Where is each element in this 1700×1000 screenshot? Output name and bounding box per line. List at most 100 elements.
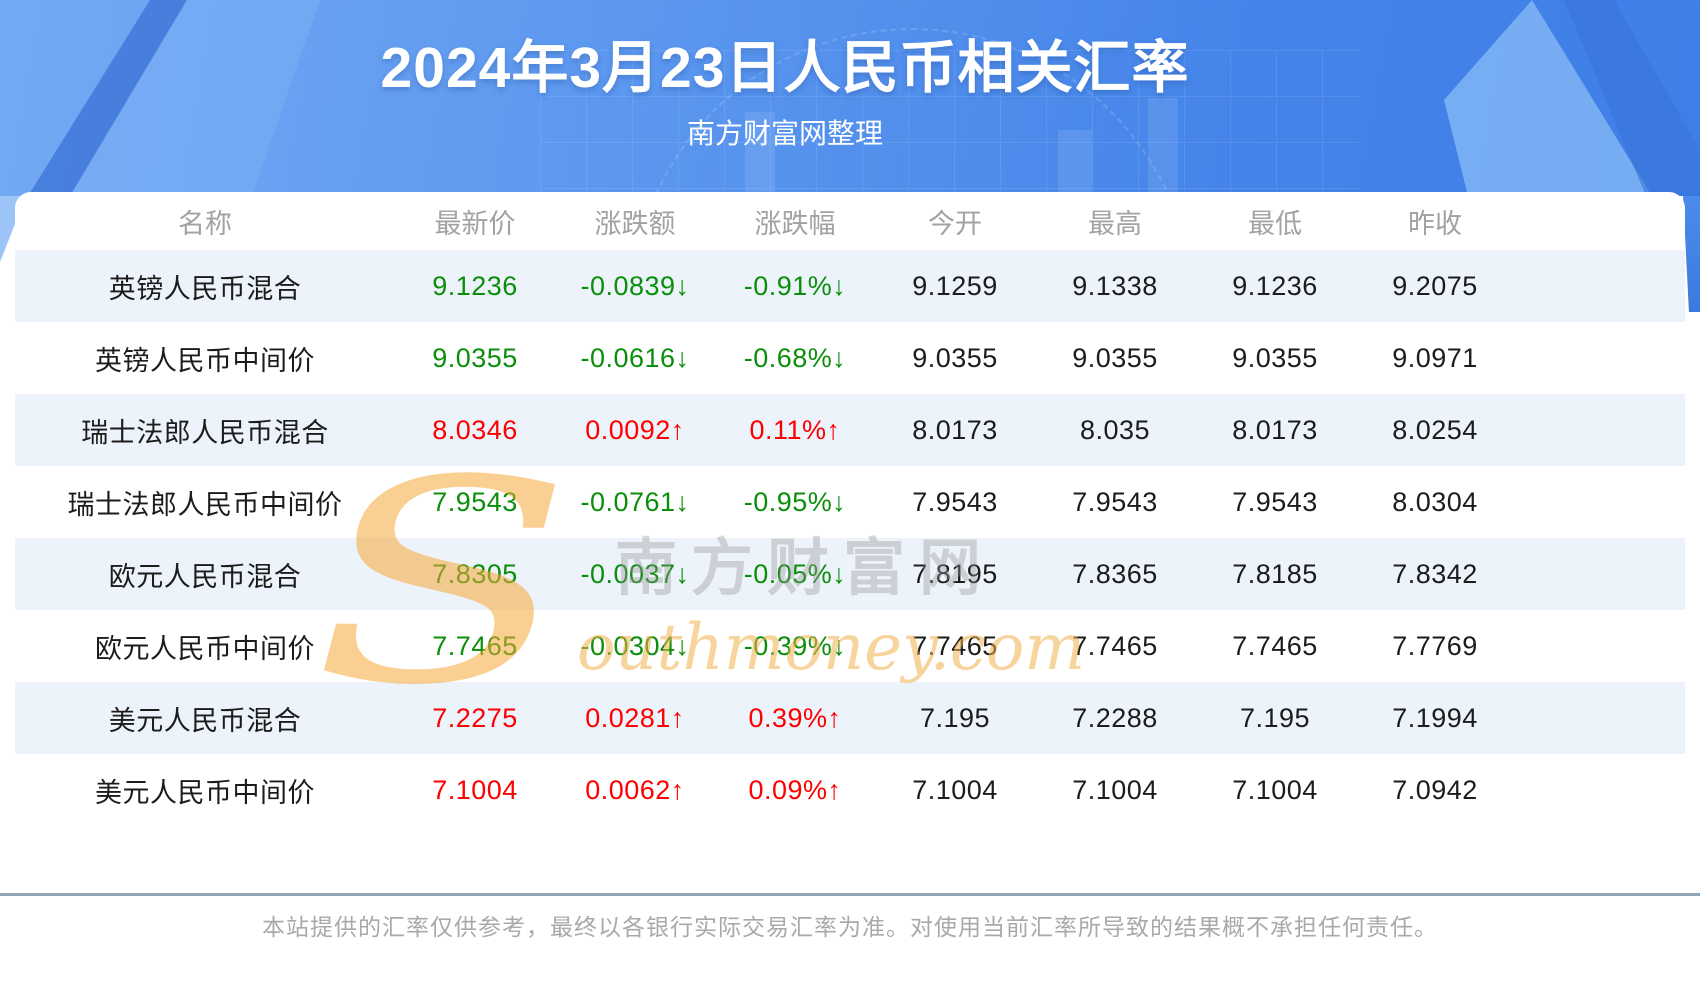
cell-low: 7.195: [1195, 682, 1355, 754]
col-header-change: 涨跌额: [594, 208, 676, 239]
col-header-filler: [1515, 192, 1685, 250]
cell-pct: 0.11%↑: [715, 394, 875, 466]
cell-high: 7.9543: [1072, 486, 1158, 517]
cell-filler: [1515, 610, 1685, 682]
col-header-open: 今开: [928, 208, 982, 239]
table-row: 瑞士法郎人民币中间价 7.9543 -0.0761↓ -0.95%↓ 7.954…: [15, 466, 1685, 538]
cell-open: 7.9543: [912, 486, 998, 517]
cell-filler: [1515, 754, 1685, 826]
cell-change: -0.0037↓: [555, 538, 715, 610]
cell-pct: -0.68%↓: [743, 342, 847, 373]
cell-name: 瑞士法郎人民币中间价: [67, 489, 343, 520]
table-row: 英镑人民币混合 9.1236 -0.0839↓ -0.91%↓ 9.1259 9…: [15, 250, 1685, 322]
col-header-latest: 最新价: [434, 208, 516, 239]
col-header-high: 最高: [1088, 208, 1142, 239]
exchange-rate-table: 名称 最新价 涨跌额 涨跌幅 今开 最高 最低 昨收 英镑人民币混合 9.123…: [15, 192, 1685, 826]
cell-high: 7.2288: [1035, 682, 1195, 754]
cell-high: 7.8365: [1035, 538, 1195, 610]
cell-pct: -0.91%↓: [715, 250, 875, 322]
cell-name: 美元人民币中间价: [95, 777, 315, 808]
col-header-low: 最低: [1248, 208, 1302, 239]
disclaimer-text: 本站提供的汇率仅供参考，最终以各银行实际交易汇率为准。对使用当前汇率所导致的结果…: [262, 914, 1438, 940]
cell-filler: [1515, 322, 1685, 394]
col-header-pct: 涨跌幅: [754, 208, 836, 239]
cell-latest: 7.2275: [395, 682, 555, 754]
cell-filler: [1515, 538, 1685, 610]
cell-latest: 9.0355: [432, 342, 518, 373]
cell-open: 7.1004: [912, 774, 998, 805]
cell-prev-close: 8.0304: [1392, 486, 1478, 517]
cell-latest: 7.9543: [432, 486, 518, 517]
cell-pct: -0.39%↓: [743, 630, 847, 661]
col-header-prev-close: 昨收: [1408, 208, 1462, 239]
cell-low: 7.9543: [1232, 486, 1318, 517]
cell-name: 英镑人民币混合: [15, 250, 395, 322]
cell-change: -0.0761↓: [580, 486, 690, 517]
cell-filler: [1515, 682, 1685, 754]
header-banner: 2024年3月23日人民币相关汇率 南方财富网整理: [0, 0, 1700, 196]
cell-high: 9.1338: [1035, 250, 1195, 322]
cell-change: -0.0616↓: [580, 342, 690, 373]
cell-name: 英镑人民币中间价: [95, 345, 315, 376]
table-header-row: 名称 最新价 涨跌额 涨跌幅 今开 最高 最低 昨收: [15, 192, 1685, 250]
cell-name: 欧元人民币混合: [15, 538, 395, 610]
cell-open: 7.7465: [912, 630, 998, 661]
cell-name: 瑞士法郎人民币混合: [15, 394, 395, 466]
table-row: 英镑人民币中间价 9.0355 -0.0616↓ -0.68%↓ 9.0355 …: [15, 322, 1685, 394]
rates-card: 名称 最新价 涨跌额 涨跌幅 今开 最高 最低 昨收 英镑人民币混合 9.123…: [15, 192, 1685, 894]
cell-latest: 7.8305: [395, 538, 555, 610]
cell-change: 0.0062↑: [585, 774, 685, 805]
cell-open: 7.195: [875, 682, 1035, 754]
table-row: 欧元人民币中间价 7.7465 -0.0304↓ -0.39%↓ 7.7465 …: [15, 610, 1685, 682]
cell-latest: 8.0346: [395, 394, 555, 466]
table-row: 欧元人民币混合 7.8305 -0.0037↓ -0.05%↓ 7.8195 7…: [15, 538, 1685, 610]
cell-pct: -0.95%↓: [743, 486, 847, 517]
cell-change: -0.0304↓: [580, 630, 690, 661]
cell-open: 7.8195: [875, 538, 1035, 610]
cell-prev-close: 7.7769: [1392, 630, 1478, 661]
cell-prev-close: 7.8342: [1355, 538, 1515, 610]
banner-bar-decoration: [1058, 130, 1092, 196]
cell-prev-close: 9.0971: [1392, 342, 1478, 373]
cell-open: 9.0355: [912, 342, 998, 373]
cell-prev-close: 9.2075: [1355, 250, 1515, 322]
cell-open: 9.1259: [875, 250, 1035, 322]
col-header-name: 名称: [178, 208, 232, 239]
cell-high: 7.1004: [1072, 774, 1158, 805]
cell-low: 7.8185: [1195, 538, 1355, 610]
cell-latest: 7.7465: [432, 630, 518, 661]
cell-change: -0.0839↓: [555, 250, 715, 322]
cell-name: 欧元人民币中间价: [95, 633, 315, 664]
cell-low: 8.0173: [1195, 394, 1355, 466]
table-row: 美元人民币混合 7.2275 0.0281↑ 0.39%↑ 7.195 7.22…: [15, 682, 1685, 754]
cell-low: 9.1236: [1195, 250, 1355, 322]
cell-high: 7.7465: [1072, 630, 1158, 661]
cell-filler: [1515, 466, 1685, 538]
cell-change: 0.0092↑: [555, 394, 715, 466]
table-row: 美元人民币中间价 7.1004 0.0062↑ 0.09%↑ 7.1004 7.…: [15, 754, 1685, 826]
cell-low: 7.1004: [1232, 774, 1318, 805]
cell-latest: 9.1236: [395, 250, 555, 322]
cell-high: 9.0355: [1072, 342, 1158, 373]
table-row: 瑞士法郎人民币混合 8.0346 0.0092↑ 0.11%↑ 8.0173 8…: [15, 394, 1685, 466]
cell-latest: 7.1004: [432, 774, 518, 805]
cell-prev-close: 7.0942: [1392, 774, 1478, 805]
cell-name: 美元人民币混合: [15, 682, 395, 754]
cell-filler: [1515, 250, 1685, 322]
cell-high: 8.035: [1035, 394, 1195, 466]
banner-bar-decoration: [1148, 98, 1178, 196]
footer-divider: [0, 893, 1700, 896]
banner-spill-right-decoration: [1683, 196, 1700, 312]
cell-pct: -0.05%↓: [715, 538, 875, 610]
cell-pct: 0.39%↑: [715, 682, 875, 754]
cell-prev-close: 7.1994: [1355, 682, 1515, 754]
cell-prev-close: 8.0254: [1355, 394, 1515, 466]
banner-bar-decoration: [745, 112, 775, 196]
cell-change: 0.0281↑: [555, 682, 715, 754]
cell-open: 8.0173: [875, 394, 1035, 466]
page-subtitle: 南方财富网整理: [686, 118, 883, 149]
cell-pct: 0.09%↑: [748, 774, 842, 805]
cell-low: 7.7465: [1232, 630, 1318, 661]
cell-filler: [1515, 394, 1685, 466]
page-title: 2024年3月23日人民币相关汇率: [380, 36, 1190, 100]
